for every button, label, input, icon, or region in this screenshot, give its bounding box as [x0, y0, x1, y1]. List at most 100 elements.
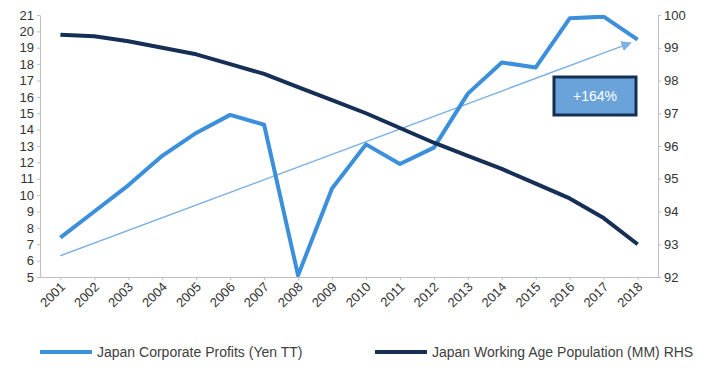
tick-label: 10	[20, 188, 34, 203]
tick-label: 2011	[377, 279, 407, 309]
x-axis: 2001200220032004200520062007200820092010…	[37, 277, 658, 310]
tick-mark	[37, 48, 40, 49]
tick-mark	[536, 277, 537, 280]
y2-axis: 9293949596979899100	[658, 8, 686, 285]
tick-label: 96	[664, 139, 678, 154]
legend-label: Japan Working Age Population (MM) RHS	[432, 344, 693, 360]
tick-label: 9	[27, 204, 34, 219]
tick-mark	[658, 277, 661, 278]
tick: 94	[658, 204, 678, 219]
tick: 2002	[71, 277, 102, 310]
legend-swatch	[40, 350, 92, 354]
tick-mark	[37, 179, 40, 180]
tick: 11	[21, 171, 41, 186]
tick: 2017	[580, 277, 611, 310]
tick: 92	[658, 270, 678, 285]
tick-label: 2001	[37, 279, 68, 310]
tick-label: 2012	[411, 279, 442, 310]
tick-mark	[196, 277, 197, 280]
tick: 98	[658, 73, 678, 88]
tick: 2010	[343, 277, 374, 310]
tick-mark	[37, 31, 40, 32]
tick-mark	[366, 277, 367, 280]
tick-mark	[658, 244, 661, 245]
tick: 16	[20, 90, 40, 105]
tick: 15	[20, 106, 40, 121]
tick: 7	[27, 237, 40, 252]
tick-label: 19	[20, 40, 34, 55]
tick-label: 2005	[173, 279, 204, 310]
tick: 2013	[445, 277, 476, 310]
tick-label: 2006	[207, 279, 238, 310]
tick-label: 2015	[512, 279, 543, 310]
tick-mark	[604, 277, 605, 280]
legend: Japan Corporate Profits (Yen TT) Japan Wo…	[40, 344, 693, 360]
tick: 2009	[309, 277, 340, 310]
tick-mark	[658, 113, 661, 114]
tick-mark	[37, 81, 40, 82]
tick-label: 13	[20, 139, 34, 154]
tick-label: 2014	[479, 279, 510, 310]
trend-arrow	[60, 43, 630, 256]
tick: 5	[27, 270, 40, 285]
legend-item: Japan Corporate Profits (Yen TT)	[40, 344, 302, 360]
tick-label: 99	[664, 40, 678, 55]
y-axis: 56789101112131415161718192021	[20, 8, 41, 285]
tick: 8	[27, 221, 40, 236]
annotation: +164%	[554, 77, 636, 115]
tick: 2001	[37, 277, 68, 310]
tick-mark	[502, 277, 503, 280]
tick-mark	[298, 277, 299, 280]
tick-mark	[658, 146, 661, 147]
tick-label: 18	[20, 57, 34, 72]
tick-mark	[37, 113, 40, 114]
axis-line	[40, 16, 41, 278]
tick-label: 98	[664, 73, 678, 88]
tick: 18	[20, 57, 40, 72]
tick-label: 17	[20, 73, 34, 88]
tick-mark	[37, 146, 40, 147]
tick-mark	[658, 81, 661, 82]
tick-mark	[37, 64, 40, 65]
tick-mark	[37, 212, 40, 213]
tick-label: 93	[664, 237, 678, 252]
legend-item: Japan Working Age Population (MM) RHS	[375, 344, 693, 360]
tick-label: 11	[21, 171, 35, 186]
tick-mark	[37, 228, 40, 229]
tick: 12	[20, 155, 40, 170]
tick-label: 14	[20, 122, 34, 137]
tick-label: 2017	[580, 279, 611, 310]
tick: 99	[658, 40, 678, 55]
tick-label: 5	[27, 270, 34, 285]
tick-mark	[638, 277, 639, 280]
tick: 2008	[275, 277, 306, 310]
tick-label: 95	[664, 171, 678, 186]
tick: 2005	[173, 277, 204, 310]
tick-mark	[37, 261, 40, 262]
legend-label: Japan Corporate Profits (Yen TT)	[97, 344, 302, 360]
tick-label: 6	[27, 253, 34, 268]
tick-mark	[60, 277, 61, 280]
tick-mark	[658, 179, 661, 180]
tick: 96	[658, 139, 678, 154]
tick-mark	[264, 277, 265, 280]
tick-mark	[400, 277, 401, 280]
tick-mark	[658, 212, 661, 213]
tick: 14	[20, 122, 40, 137]
tick: 2016	[546, 277, 577, 310]
annotation-box	[554, 77, 636, 115]
tick: 2018	[614, 277, 645, 310]
tick-label: 2003	[105, 279, 136, 310]
tick-mark	[37, 97, 40, 98]
series-line	[60, 35, 637, 245]
tick-label: 16	[20, 90, 34, 105]
tick-mark	[162, 277, 163, 280]
tick-mark	[94, 277, 95, 280]
tick: 20	[20, 24, 40, 39]
tick-mark	[658, 48, 661, 49]
tick-label: 2007	[241, 279, 272, 310]
tick-label: 2009	[309, 279, 340, 310]
tick-mark	[468, 277, 469, 280]
tick: 9	[27, 204, 40, 219]
tick-label: 2016	[546, 279, 577, 310]
